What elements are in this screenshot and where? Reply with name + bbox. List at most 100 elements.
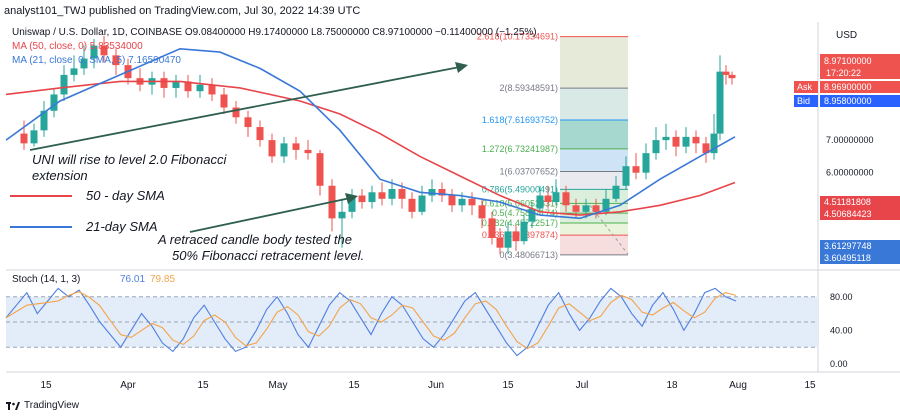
candle-body [220,94,228,108]
candle-body [562,192,570,206]
candle-body [504,231,512,248]
ma21-line [5,48,736,220]
stoch-tick: 40.00 [830,325,853,335]
legend-symbol: Uniswap / U.S. Dollar, 1D, COINBASE O9.0… [12,27,537,38]
stoch-k-value: 76.01 [120,274,145,285]
legend-ma50: MA (50, close, 0) 5.83534000 [12,41,143,52]
candle-body [50,94,58,111]
fib-label: 1(6.03707652) [499,167,558,177]
arrow-upper [29,65,466,151]
candle-body [70,68,78,75]
candle-body [292,143,300,150]
candle-body [592,205,600,212]
last-price-tag-bg [820,54,900,67]
fib-zone-5 [560,171,628,190]
footer-brand: TradingView [24,400,80,411]
time-tick: 15 [804,380,816,391]
candle-body [30,130,38,144]
candle-body [652,140,660,154]
fib-zone-4 [560,148,628,172]
candle-body [348,195,356,212]
fib-zone-top [560,36,628,89]
candle-body [304,149,312,154]
ma50-marker-2: 4.50684423 [824,209,872,219]
candle-body [520,221,528,242]
candle-body [632,166,640,173]
bid-label: Bid [797,96,810,106]
publish-caption: analyst101_TWJ published on TradingView.… [4,5,361,17]
candle-body [552,192,560,203]
candle-body [268,140,276,157]
candle-body [612,185,620,199]
time-tick: May [269,380,288,391]
stoch-label: Stoch (14, 1, 3) [12,274,80,285]
bid-value-bg [820,95,900,107]
candle-body [208,84,216,95]
candle-body [682,136,690,147]
candle-body [90,45,98,59]
candle-body [722,71,730,75]
ask-value-bg [820,81,900,93]
fib-label: 0.236(4.08397874) [482,230,558,240]
fib-trend-line [589,205,629,255]
ma21-marker-bg [820,240,900,252]
annotation-uni-2: extension [32,168,88,183]
candle-body [172,81,180,88]
candle-body [316,153,324,186]
sma50-label: 50 - day SMA [86,188,165,203]
ma21-marker-2: 3.60495118 [824,253,871,263]
candle-body [672,136,680,147]
sma21-label: 21-day SMA [85,219,158,234]
countdown-label: 17:20:22 [826,68,861,78]
candle-body [428,189,436,196]
arrow-upper-head [455,62,468,73]
candle-body [448,195,456,206]
stoch-d-line [5,291,737,350]
bid-pill [794,95,818,107]
candle-body [536,195,544,209]
candle-body [512,231,520,242]
time-tick: 15 [502,380,514,391]
footer-branding: TradingView [6,400,79,411]
arrow-lower-head [345,193,358,204]
candle-body [528,208,536,222]
candle-body [20,133,28,144]
time-tick: 15 [348,380,360,391]
time-tick: Jul [576,380,589,391]
fib-label: 0(3.48066713) [499,250,558,260]
candle-body [488,218,496,238]
candle-body [358,195,366,203]
candle-body [458,198,466,206]
time-tick: Apr [120,380,136,391]
candle-body [398,189,406,199]
stoch-tick: 80.00 [830,292,853,302]
candle-body [544,195,552,203]
candle-body [702,143,710,154]
time-tick: 15 [197,380,209,391]
fib-label: 2(8.59348591) [499,83,558,93]
time-tick: 18 [666,380,678,391]
price-tick: 6.00000000 [826,168,874,178]
fib-label: 0.786(5.49000491) [482,184,558,194]
candle-body [496,237,504,248]
fib-label: 0.382(4.45722517) [482,218,558,228]
candle-body [408,198,416,212]
fib-label: 1.272(6.73241987) [482,144,558,154]
legend-ma21: MA (21, close, 0, SMA, 5) 7.16590470 [12,55,181,66]
candle-body [280,143,288,157]
candle-body [244,117,252,128]
candle-body [388,189,396,199]
last-price-tag: 8.97100000 [824,56,872,66]
candle-body [728,74,736,79]
ma21-marker-2-bg [820,252,900,264]
time-tick: Aug [729,380,747,391]
candle-body [478,205,486,219]
fib-zone-3 [560,119,628,149]
ask-label: Ask [797,82,813,92]
candle-body [368,192,376,203]
fib-zone-2 [560,88,628,120]
candle-body [40,110,48,131]
stoch-d-value: 79.85 [150,274,175,285]
bid-value: 8.95800000 [824,96,872,106]
